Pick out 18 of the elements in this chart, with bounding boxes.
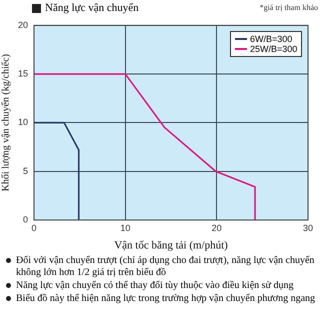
y-tick-label: 5 [22, 166, 28, 176]
text: Năng lực vận chuyển có thể thay đổi tùy thuộc vào điều kiện sử dụng [15, 280, 294, 292]
y-tick-label: 15 [18, 68, 28, 79]
text: Biểu đồ này thể hiện năng lực trong trường hợp vận chuyển phương ngang [15, 293, 316, 305]
y-axis-title: Khối lượng vận chuyển (kg/chiếc) [0, 54, 12, 192]
x-tick-label: 20 [212, 222, 222, 233]
x-tick-label: 10 [120, 222, 130, 233]
chart-title: Năng lực vận chuyển [45, 2, 139, 14]
y-tick-label: 0 [22, 214, 28, 224]
x-tick-label: 30 [302, 222, 314, 233]
x-tick-label: 0 [32, 222, 37, 233]
y-tick-label: 20 [18, 20, 28, 30]
legend-label: 25W/B=300 [250, 44, 298, 54]
y-tick-label: 10 [18, 117, 28, 128]
legend-label: 6W/B=300 [250, 34, 292, 44]
x-axis-title: Vận tốc băng tải (m/phút) [114, 239, 228, 252]
text: *giá trị tham khảo [260, 3, 318, 12]
text: Đối với vận chuyển trượt (chỉ áp dụng cho đai trượt), năng lực vận chuyển không lớn hơn 1/2 giá trị trên biểu đồ [15, 255, 316, 279]
